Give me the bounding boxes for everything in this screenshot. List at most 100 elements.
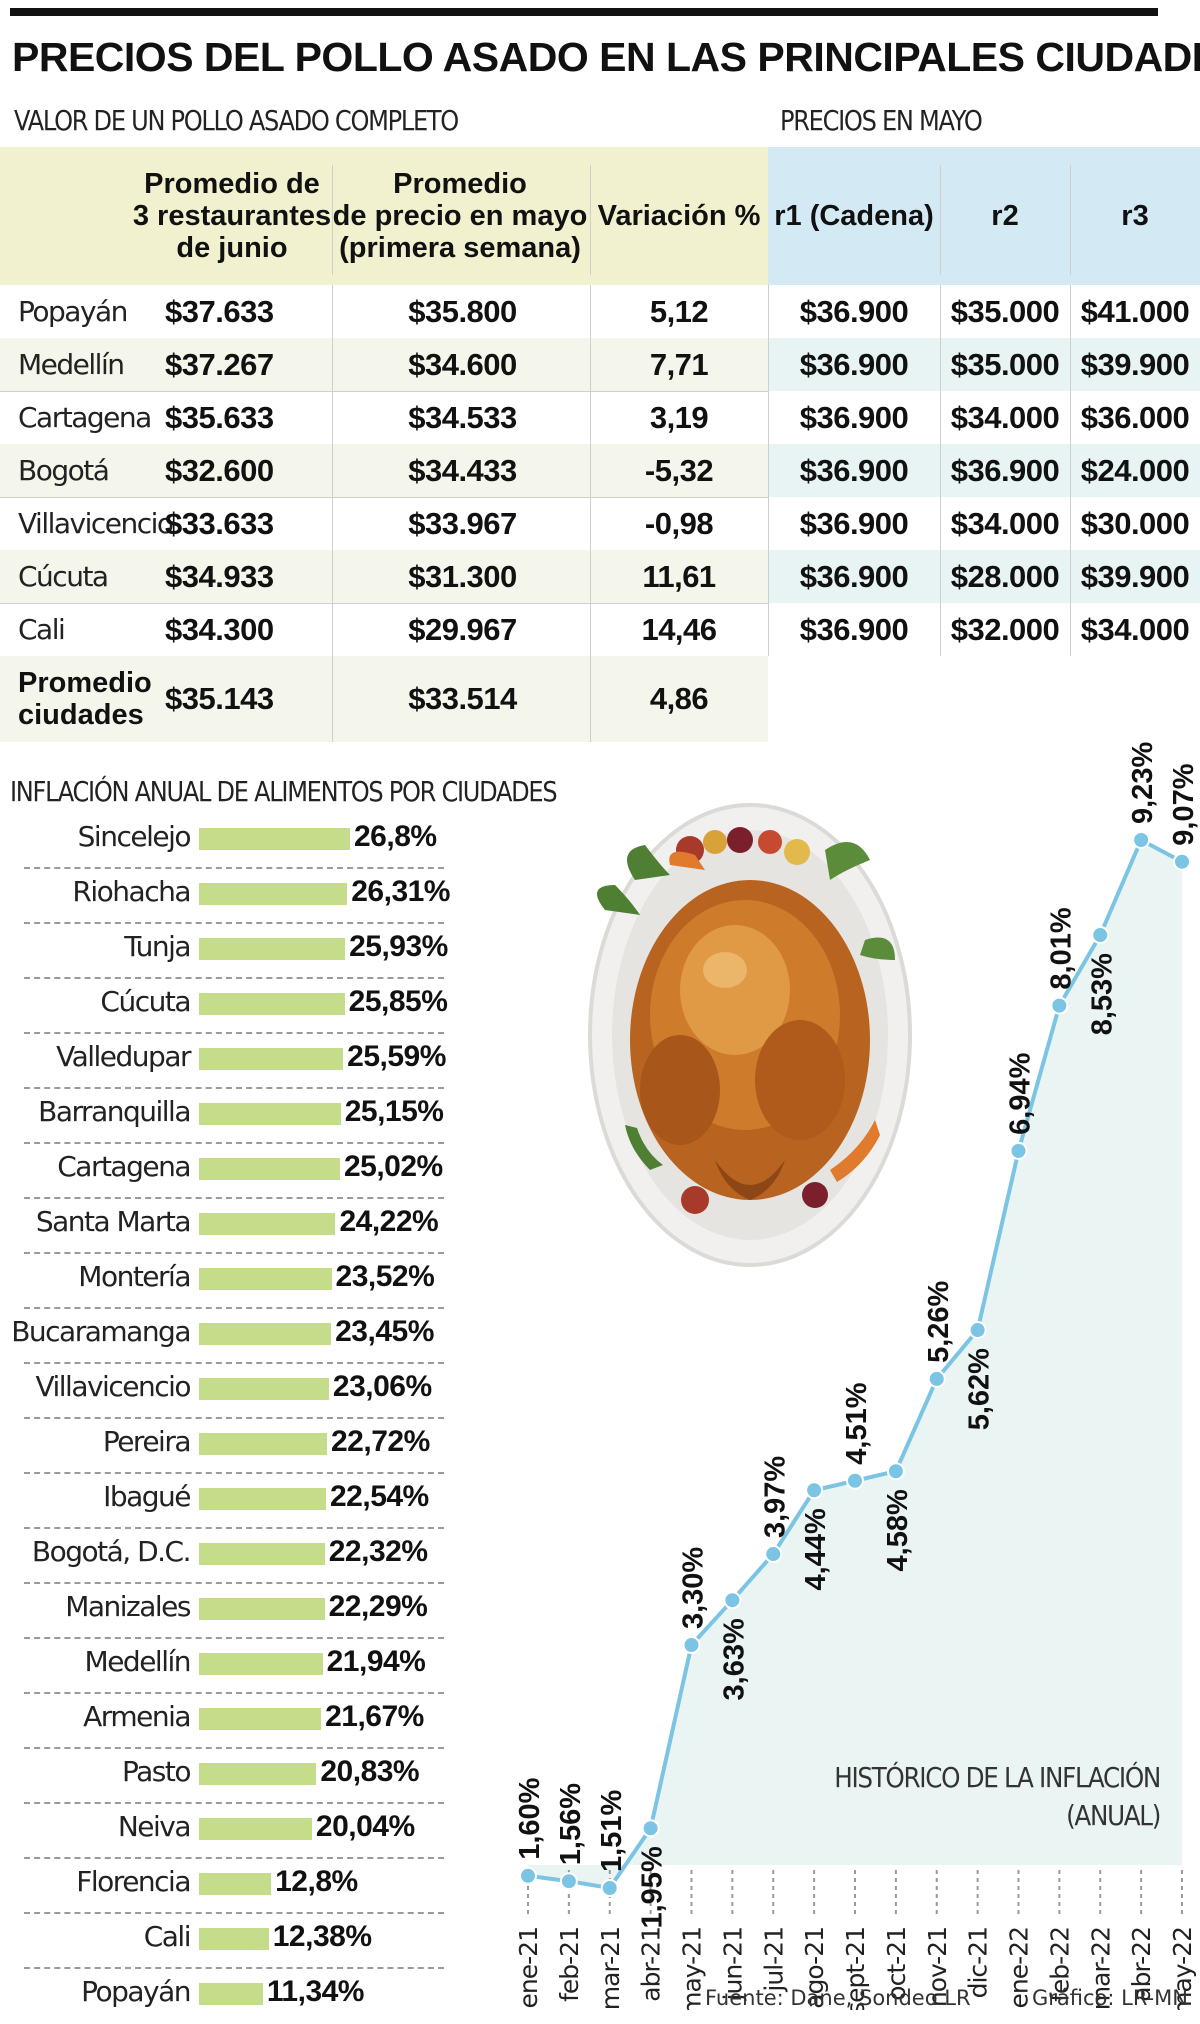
inflation-point [1009, 1141, 1028, 1160]
row-band [0, 550, 768, 603]
x-tick-label: abr-21 [637, 1927, 666, 2002]
bar-category-label: Neiva [117, 1810, 192, 1843]
table-cell-junio: $37.633 [165, 293, 274, 329]
x-tick-label: ene-22 [1005, 1927, 1034, 2008]
table-cell-r3: $41.000 [1080, 293, 1190, 329]
table-cell-r1: $36.900 [799, 293, 909, 329]
subtitle-right: PRECIOS EN MAYO [780, 104, 983, 137]
bar-row-divider [24, 1967, 444, 1969]
bar-category-label: Pasto [122, 1755, 191, 1788]
bar-category-label: Florencia [76, 1865, 191, 1898]
top-rule [10, 8, 1158, 16]
bar-category-label: Cali [143, 1920, 192, 1953]
inflation-value-label: 6,94% [1005, 1052, 1037, 1134]
bar-14 [199, 1598, 325, 1620]
total-divider [590, 656, 591, 742]
table-cell-city: Villavicencio [18, 507, 174, 540]
x-tick-label: feb-21 [555, 1927, 584, 2002]
bar-row-divider [24, 1527, 444, 1529]
bar-row-divider [24, 1362, 444, 1364]
inflation-point [805, 1481, 824, 1500]
row-band [768, 338, 1200, 391]
row-band [0, 444, 768, 497]
bar-value-label: 12,8% [275, 1865, 358, 1898]
table-cell-junio: $34.933 [165, 558, 274, 594]
bar-category-label: Santa Marta [35, 1205, 192, 1238]
total-row-band [0, 656, 768, 742]
row-band [768, 550, 1200, 603]
table-cell-r1: $36.900 [799, 558, 909, 594]
table-cell-var: 11,61 [642, 558, 716, 594]
body-divider [590, 285, 591, 656]
body-divider [940, 285, 941, 656]
bar-row-divider [24, 1087, 444, 1089]
bar-value-label: 23,06% [332, 1370, 432, 1403]
bar-value-label: 23,52% [335, 1260, 435, 1293]
bar-value-label: 26,31% [351, 875, 450, 908]
row-band [0, 338, 768, 391]
bar-6 [199, 1158, 340, 1180]
table-header-band-left [0, 147, 768, 285]
bar-value-label: 25,59% [347, 1040, 446, 1073]
total-cell-junio: $35.143 [165, 681, 274, 716]
bar-value-label: 25,93% [349, 930, 448, 963]
bar-category-label: Tunja [124, 930, 191, 963]
x-tick-label: mar-21 [596, 1927, 625, 2010]
bar-16 [199, 1708, 322, 1730]
table-header-2: Variación % [597, 200, 761, 232]
bar-4 [199, 1048, 344, 1070]
table-cell-city: Cartagena [18, 401, 152, 434]
bar-category-label: Valledupar [56, 1040, 191, 1073]
bar-7 [199, 1213, 336, 1235]
header-divider [332, 165, 333, 275]
bar-value-label: 21,94% [326, 1645, 426, 1678]
bar-value-label: 12,38% [272, 1920, 372, 1953]
table-cell-var: 14,46 [641, 611, 717, 647]
table-cell-var: 5,12 [649, 293, 709, 329]
inflation-value-label: 8,53% [1086, 953, 1118, 1035]
table-cell-city: Popayán [18, 295, 128, 328]
x-tick-label: oct-21 [882, 1927, 911, 2001]
bar-8 [199, 1268, 332, 1290]
bar-category-label: Riohacha [72, 875, 191, 908]
bar-value-label: 23,45% [335, 1315, 434, 1348]
inflation-value-label: 3,97% [759, 1456, 791, 1538]
x-tick-label: dic-21 [964, 1927, 993, 1998]
bar-row-divider [24, 1472, 444, 1474]
body-divider [768, 285, 769, 656]
table-cell-r1: $36.900 [799, 399, 909, 435]
total-cell-city: Promedio ciudades [18, 667, 152, 731]
x-tick-label: ago-21 [800, 1927, 829, 2009]
bar-category-label: Sincelejo [77, 820, 192, 853]
table-cell-r3: $39.900 [1080, 346, 1190, 382]
inflation-point [519, 1866, 537, 1885]
bar-row-divider [24, 867, 444, 869]
bar-row-divider [24, 1857, 444, 1859]
table-cell-r3: $39.900 [1080, 558, 1190, 594]
bar-row-divider [24, 1637, 444, 1639]
bar-row-divider [24, 1582, 444, 1584]
inflation-value-label: 9,23% [1127, 742, 1159, 824]
table-cell-r2: $28.000 [950, 558, 1060, 594]
inflation-point [723, 1591, 742, 1610]
bar-row-divider [24, 1912, 444, 1914]
bar-category-label: Armenia [83, 1700, 191, 1733]
x-tick-label: feb-22 [1045, 1927, 1074, 2002]
table-cell-mayo: $34.600 [408, 346, 517, 382]
inflation-point [682, 1636, 701, 1655]
x-tick-label: mar-22 [1086, 1927, 1115, 2010]
table-cell-r2: $32.000 [950, 611, 1060, 647]
x-tick-label: may-21 [678, 1927, 707, 2010]
line-chart-title: HISTÓRICO DE LA INFLACIÓN [834, 1760, 1160, 1794]
table-cell-r3: $24.000 [1080, 452, 1190, 488]
bar-row-divider [24, 1032, 444, 1034]
total-cell-var: 4,86 [649, 681, 709, 716]
bar-category-label: Manizales [65, 1590, 191, 1623]
bar-category-label: Villavicencio [35, 1370, 191, 1403]
bar-row-divider [24, 1802, 444, 1804]
inflation-value-label: 1,56% [555, 1783, 587, 1865]
table-cell-r2: $34.000 [950, 505, 1060, 541]
bar-15 [199, 1653, 323, 1675]
table-cell-r2: $34.000 [950, 399, 1060, 435]
bar-category-label: Montería [78, 1260, 191, 1293]
